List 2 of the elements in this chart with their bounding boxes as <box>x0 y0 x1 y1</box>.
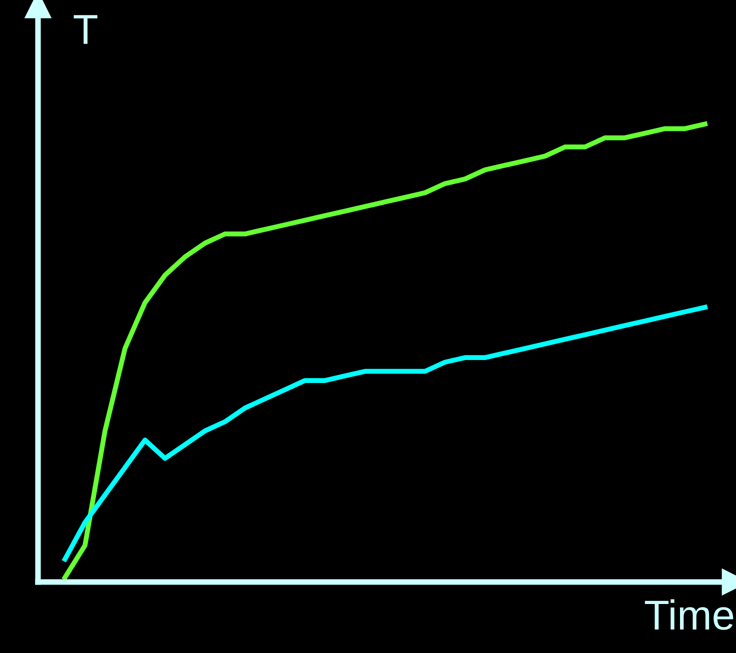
y-axis-title: T <box>74 15 98 44</box>
x-axis-title: Time <box>644 599 734 630</box>
